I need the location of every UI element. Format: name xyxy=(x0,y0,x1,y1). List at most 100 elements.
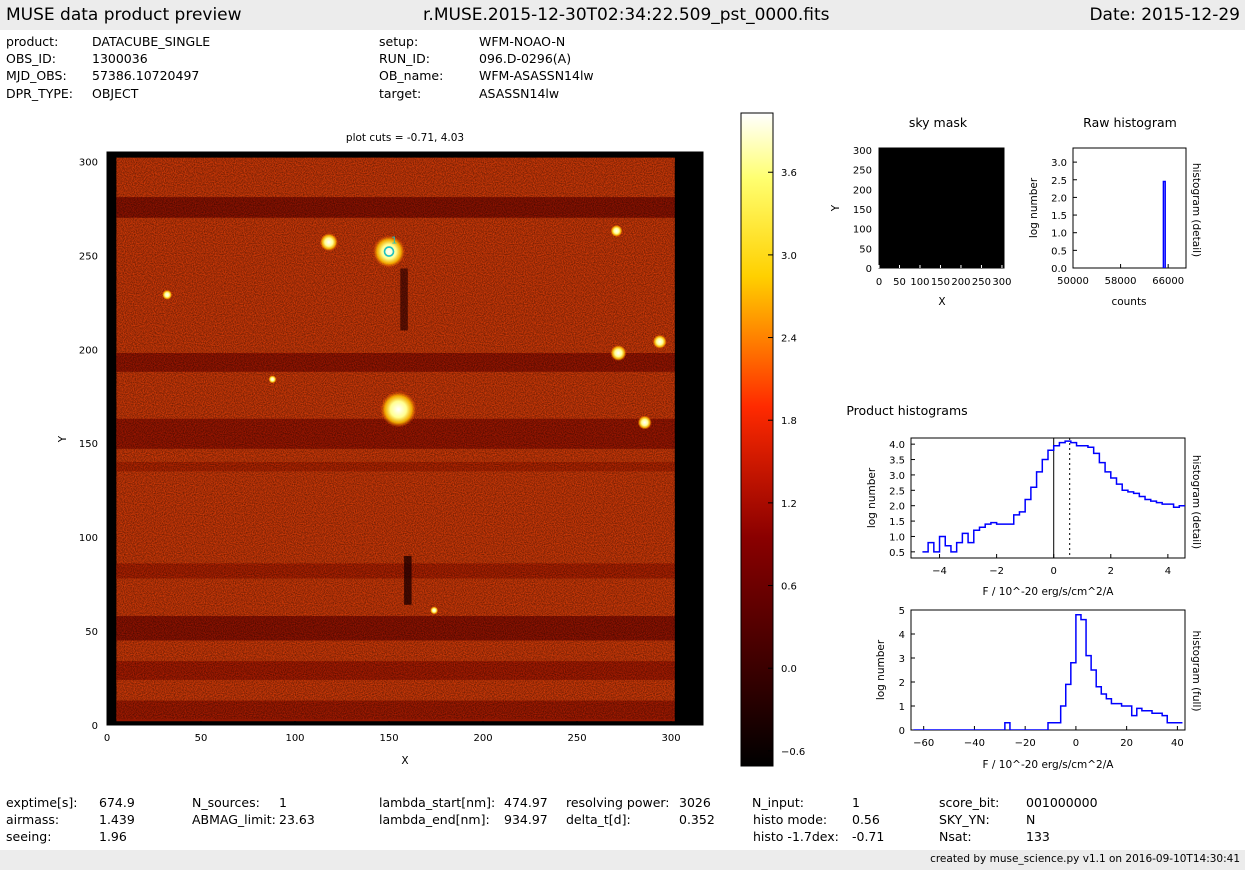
hist-frame xyxy=(910,609,1186,731)
colorbar-tick-label: 1.2 xyxy=(781,499,797,510)
info-key: target: xyxy=(379,86,422,101)
y-tick-label: 300 xyxy=(79,157,98,168)
product-hist-ylabel: log number xyxy=(866,467,878,528)
stat-value: 3026 xyxy=(679,795,711,810)
source-blob xyxy=(319,233,338,252)
image-title: plot cuts = -0.71, 4.03 xyxy=(346,132,464,144)
hist-y-tick-label: 3 xyxy=(899,654,905,665)
stat-value: 1 xyxy=(279,795,287,810)
sky-mask-band xyxy=(881,228,1002,240)
stat-key: lambda_start[nm]: xyxy=(379,795,496,810)
sky-y-tick-label: 150 xyxy=(853,205,872,216)
stat-value: 133 xyxy=(1026,829,1050,844)
hist-y-tick-label: 1.5 xyxy=(1051,211,1067,222)
sky-y-tick-label: 200 xyxy=(853,185,872,196)
hist-y-tick-label: 2.0 xyxy=(1051,193,1067,204)
sky-mask-band xyxy=(881,192,1002,206)
x-tick-label: 0 xyxy=(104,733,110,744)
hist-y-tick-label: 1.5 xyxy=(889,517,905,528)
stat-key: SKY_YN: xyxy=(939,812,990,827)
stat-key: lambda_end[nm]: xyxy=(379,812,490,827)
raw-hist-ylabel: log number xyxy=(1028,177,1040,238)
product-histogram-full-plot: −60 −40 −20 0 20 40 0 1 2 3 4 5 xyxy=(899,606,1186,749)
hist-x-tick-label: −4 xyxy=(932,566,947,577)
hist-data xyxy=(1162,180,1166,268)
colorbar-tick-label: 2.4 xyxy=(781,334,797,345)
raw-histogram-plot: 50000 58000 66000 0.0 0.5 1.0 1.5 2.0 2.5 3.0 xyxy=(1051,147,1187,287)
product-histogram-detail-plot: −4 −2 0 2 4 0.5 1.0 1.5 2.0 2.5 3.0 3.5 4.0 xyxy=(889,437,1186,577)
hist-data xyxy=(922,438,1185,558)
hist-y-tick-label: 2.0 xyxy=(889,502,905,513)
info-value: 1300036 xyxy=(92,51,148,66)
image-border xyxy=(106,151,704,726)
source-marker xyxy=(383,246,395,257)
hist-y-tick-label: 1 xyxy=(899,702,905,713)
hist-x-tick-label: −20 xyxy=(1015,738,1036,749)
hist-y-tick-label: 0 xyxy=(899,726,905,737)
stat-key: histo mode: xyxy=(753,812,828,827)
info-value: 57386.10720497 xyxy=(92,68,200,83)
full-hist-xlabel: F / 10^-20 erg/s/cm^2/A xyxy=(983,759,1115,771)
y-tick-label: 0 xyxy=(92,721,98,732)
info-value: 096.D-0296(A) xyxy=(479,51,572,66)
sky-mask-band xyxy=(881,174,1002,188)
hist-y-tick-label: 5 xyxy=(899,606,905,617)
info-key: MJD_OBS: xyxy=(6,68,67,83)
hist-series-line xyxy=(922,440,1185,553)
source-blob xyxy=(430,606,439,615)
sky-y-tick-label: 250 xyxy=(853,166,872,177)
stat-value: 0.56 xyxy=(852,812,880,827)
sky-x-tick-label: 150 xyxy=(931,277,950,288)
colorbar: −0.6 0.0 0.6 1.2 1.8 2.4 3.0 3.6 xyxy=(740,112,805,767)
source-blob xyxy=(162,289,173,300)
hist-x-tick-label: 58000 xyxy=(1105,276,1137,287)
sky-mask-xlabel: X xyxy=(938,296,945,308)
colorbar-gradient xyxy=(740,112,774,767)
hist-x-tick-label: 50000 xyxy=(1057,276,1089,287)
source-blob xyxy=(268,375,277,384)
sky-y-tick-label: 300 xyxy=(853,146,872,157)
hist-x-tick-label: −2 xyxy=(989,566,1004,577)
file-name: r.MUSE.2015-12-30T02:34:22.509_pst_0000.… xyxy=(423,5,830,25)
info-key: DPR_TYPE: xyxy=(6,86,74,101)
x-tick-label: 50 xyxy=(195,733,208,744)
y-tick-label: 200 xyxy=(79,345,98,356)
stat-key: airmass: xyxy=(6,812,60,827)
hist-y-tick-label: 1.0 xyxy=(889,532,905,543)
stat-key: delta_t[d]: xyxy=(566,812,631,827)
info-key: OBS_ID: xyxy=(6,51,56,66)
stat-value: 23.63 xyxy=(279,812,315,827)
image-xlabel: X xyxy=(401,755,408,767)
source-blob xyxy=(380,391,417,428)
sky-x-tick-label: 0 xyxy=(876,277,882,288)
full-hist-ylabel: log number xyxy=(875,639,887,700)
hist-y-tick-label: 3.0 xyxy=(889,471,905,482)
stat-value: 1.439 xyxy=(99,812,135,827)
colorbar-tick-label: 1.8 xyxy=(781,416,797,427)
hist-y-tick-label: 3.5 xyxy=(889,456,905,467)
source-blob xyxy=(610,224,623,237)
stat-value: 1 xyxy=(852,795,860,810)
hist-y-tick-label: 4.0 xyxy=(889,440,905,451)
stat-value: 474.97 xyxy=(504,795,548,810)
header-bar xyxy=(0,0,1245,30)
sky-x-tick-label: 100 xyxy=(910,277,929,288)
hist-x-tick-label: 2 xyxy=(1108,566,1114,577)
stat-key: resolving power: xyxy=(566,795,670,810)
info-value: DATACUBE_SINGLE xyxy=(92,34,211,49)
stat-key: exptime[s]: xyxy=(6,795,78,810)
sky-mask-ylabel: Y xyxy=(830,204,842,212)
colorbar-tick-label: −0.6 xyxy=(781,747,805,758)
info-key: product: xyxy=(6,34,59,49)
product-hist-xlabel: F / 10^-20 erg/s/cm^2/A xyxy=(983,586,1115,598)
stat-key: score_bit: xyxy=(939,795,1000,810)
info-value: OBJECT xyxy=(92,86,139,101)
image-layers xyxy=(107,152,703,725)
hist-y-tick-label: 0.5 xyxy=(1051,246,1067,257)
colorbar-tick-label: 0.6 xyxy=(781,582,797,593)
sky-y-tick-label: 0 xyxy=(866,264,872,275)
stat-value: N xyxy=(1026,812,1036,827)
stat-key: ABMAG_limit: xyxy=(192,812,276,827)
stat-value: 1.96 xyxy=(99,829,127,844)
